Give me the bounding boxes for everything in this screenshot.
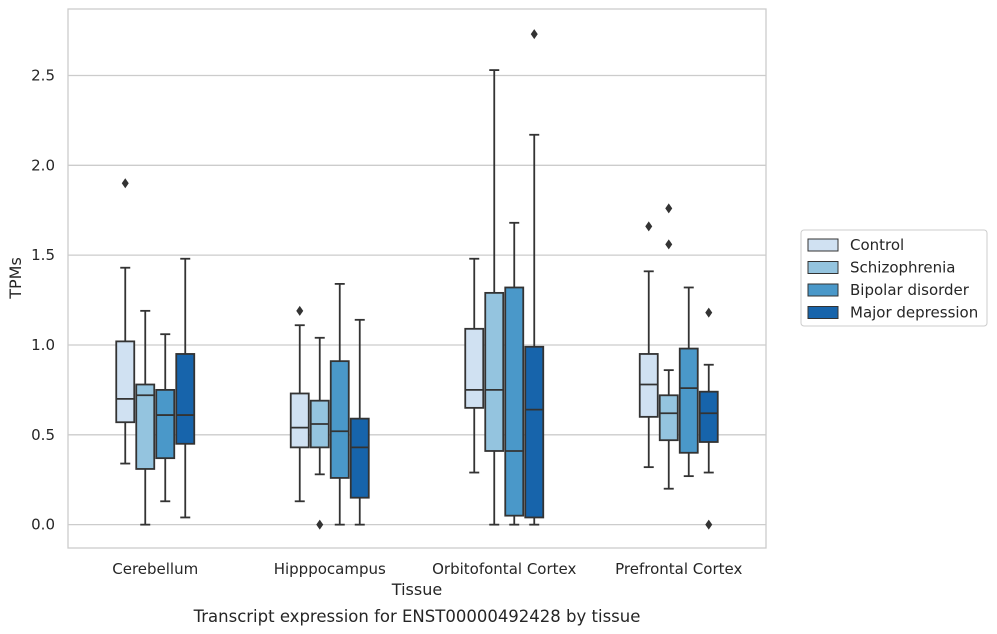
- box-plot-item: [658, 203, 679, 490]
- y-tick-label: 1.0: [31, 336, 55, 354]
- legend-swatch: [807, 306, 839, 319]
- outlier-point: [665, 203, 673, 214]
- box-plot-item: [524, 29, 545, 526]
- box-plot-item: [115, 178, 136, 465]
- x-tick-label: Orbitofontal Cortex: [432, 560, 576, 578]
- legend-label: Bipolar disorder: [850, 281, 970, 299]
- box-plot-item: [349, 318, 370, 526]
- legend: Control Schizophrenia Bipolar disorder Majo…: [800, 229, 988, 327]
- figure-caption: Transcript expression for ENST0000049242…: [193, 607, 641, 626]
- y-tick-label: 1.5: [31, 246, 55, 264]
- box-plot-item: [175, 257, 196, 519]
- legend-swatch: [807, 261, 839, 274]
- box-body: [658, 394, 679, 442]
- box-plot-item: [155, 333, 176, 503]
- box-plot-item: [289, 305, 310, 503]
- box-body: [349, 417, 370, 499]
- box-body: [504, 286, 525, 517]
- x-tick-label: Cerebellum: [112, 560, 198, 578]
- outlier-point: [705, 519, 713, 530]
- plot-frame: [67, 8, 767, 549]
- box-body: [678, 347, 699, 454]
- box-body: [115, 340, 136, 424]
- legend-label: Schizophrenia: [850, 259, 955, 277]
- outlier-point: [121, 178, 129, 189]
- outlier-point: [665, 239, 673, 250]
- x-tick-labels: Cerebellum Hipppocampus Orbitofontal Corte…: [112, 560, 742, 578]
- box-plot-item: [309, 336, 330, 530]
- y-tick-labels: 0.0 0.5 1.0 1.5 2.0 2.5: [31, 66, 55, 533]
- box-body: [155, 388, 176, 460]
- box-plot-item: [504, 221, 525, 526]
- x-tick-label: Hipppocampus: [274, 560, 386, 578]
- box-body: [135, 383, 156, 470]
- x-axis-title: Tissue: [391, 580, 442, 599]
- outlier-point: [530, 29, 538, 40]
- x-tick-label: Prefrontal Cortex: [615, 560, 742, 578]
- y-axis-title: TPMs: [6, 257, 25, 300]
- box-plot-item: [135, 309, 156, 526]
- box-plot-item: [698, 307, 719, 530]
- y-tick-label: 0.0: [31, 516, 55, 534]
- box-plot-item: [484, 69, 505, 526]
- legend-label: Control: [850, 236, 904, 254]
- box-body: [484, 291, 505, 452]
- legend-frame: [800, 229, 988, 327]
- y-tick-label: 0.5: [31, 426, 55, 444]
- box-body: [329, 360, 350, 479]
- series-group: [175, 29, 719, 530]
- legend-swatch: [807, 238, 839, 252]
- box-body: [464, 327, 485, 409]
- box-body: [698, 390, 719, 443]
- box-series: [115, 29, 719, 530]
- outlier-point: [296, 305, 304, 316]
- y-tick-label: 2.5: [31, 66, 55, 84]
- series-group: [135, 69, 679, 530]
- box-plot-item: [678, 286, 699, 478]
- legend-label: Major depression: [850, 304, 978, 322]
- box-plot-item: [329, 282, 350, 526]
- outlier-point: [645, 221, 653, 232]
- box-body: [524, 345, 545, 519]
- legend-swatch: [807, 283, 839, 297]
- outlier-point: [705, 307, 713, 318]
- box-body: [289, 392, 310, 449]
- box-plot-item: [638, 221, 659, 469]
- series-group: [155, 221, 699, 526]
- box-body: [175, 353, 196, 445]
- y-tick-label: 2.0: [31, 156, 55, 174]
- box-plot-item: [464, 257, 485, 474]
- outlier-point: [316, 519, 324, 530]
- series-group: [115, 178, 659, 503]
